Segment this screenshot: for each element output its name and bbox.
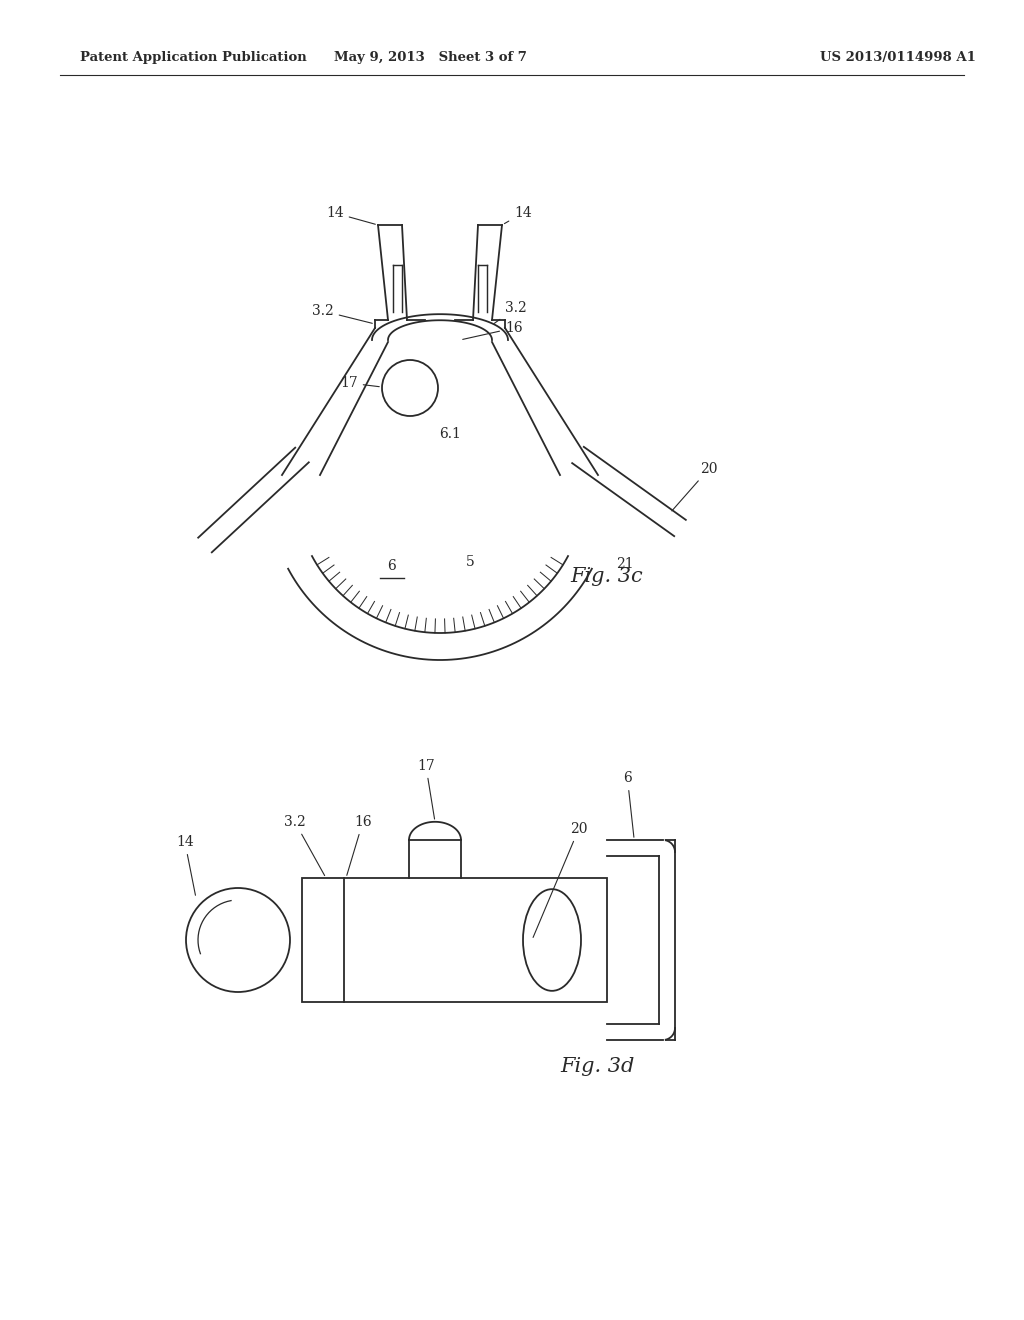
Text: 6: 6 bbox=[388, 558, 396, 573]
Text: US 2013/0114998 A1: US 2013/0114998 A1 bbox=[820, 51, 976, 65]
Text: 14: 14 bbox=[326, 206, 376, 224]
Text: May 9, 2013   Sheet 3 of 7: May 9, 2013 Sheet 3 of 7 bbox=[334, 51, 526, 65]
Text: 14: 14 bbox=[505, 206, 531, 223]
Text: 14: 14 bbox=[176, 836, 196, 895]
Text: 17: 17 bbox=[417, 759, 435, 818]
Text: Fig. 3c: Fig. 3c bbox=[570, 568, 643, 586]
Text: 21: 21 bbox=[616, 557, 634, 572]
Text: 3.2: 3.2 bbox=[284, 814, 325, 875]
Text: 20: 20 bbox=[534, 822, 588, 937]
Text: Patent Application Publication: Patent Application Publication bbox=[80, 51, 307, 65]
Text: 20: 20 bbox=[672, 462, 718, 511]
Text: 16: 16 bbox=[347, 814, 372, 875]
Text: 6: 6 bbox=[623, 771, 634, 837]
Bar bbox=[302, 878, 607, 1002]
Text: 16: 16 bbox=[463, 321, 522, 339]
Text: 6.1: 6.1 bbox=[439, 426, 461, 441]
Text: 17: 17 bbox=[340, 376, 379, 389]
Text: 3.2: 3.2 bbox=[312, 304, 373, 323]
Text: 5: 5 bbox=[466, 554, 474, 569]
Text: 3.2: 3.2 bbox=[495, 301, 526, 323]
Text: Fig. 3d: Fig. 3d bbox=[560, 1057, 635, 1076]
